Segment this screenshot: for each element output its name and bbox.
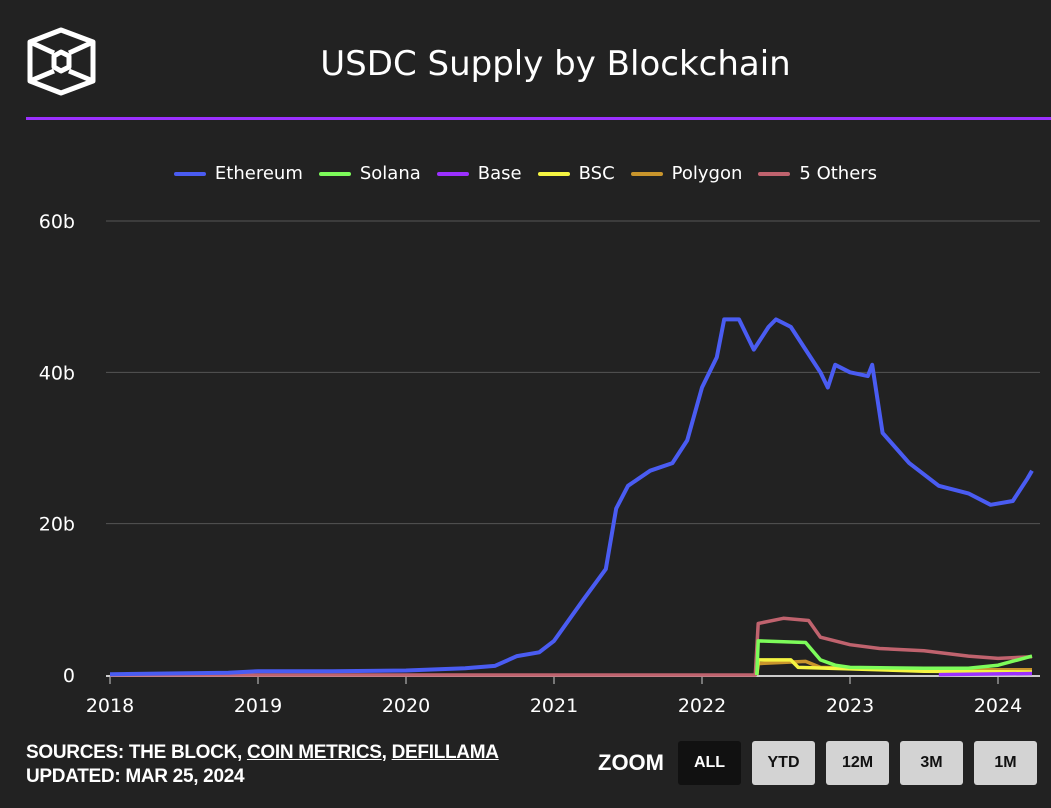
- legend-swatch: [436, 171, 469, 176]
- y-tick-label: 20b: [39, 514, 75, 536]
- legend-label: Solana: [359, 163, 421, 184]
- zoom-button-1m[interactable]: 1M: [974, 741, 1037, 785]
- x-tick-label: 2024: [974, 695, 1022, 717]
- legend-swatch: [173, 171, 206, 176]
- the-block-logo: [27, 27, 96, 96]
- footer-sources: SOURCES: THE BLOCK, COIN METRICS, DEFILL…: [26, 741, 499, 789]
- x-tick-label: 2022: [678, 695, 726, 717]
- legend-label: 5 Others: [799, 163, 878, 184]
- legend-label: Polygon: [671, 163, 743, 184]
- legend-swatch: [758, 171, 791, 176]
- legend-label: Base: [477, 163, 522, 184]
- line-chart: 0 20b 40b 60b 2018 2019 2020 2021 2022 2023 2024: [39, 211, 1040, 717]
- legend-swatch: [630, 171, 663, 176]
- legend-item-solana[interactable]: Solana: [318, 163, 421, 184]
- legend-swatch: [318, 171, 351, 176]
- legend-item-base[interactable]: Base: [436, 163, 522, 184]
- x-tick-label: 2021: [530, 695, 578, 717]
- source-link-defillama[interactable]: DEFILLAMA: [391, 742, 499, 763]
- zoom-button-all[interactable]: ALL: [678, 741, 741, 785]
- y-tick-label: 60b: [39, 211, 75, 233]
- zoom-buttons: ALL YTD 12M 3M 1M: [678, 741, 1037, 785]
- series-line-solana: [755, 639, 1033, 676]
- series-line-base: [938, 671, 1033, 677]
- series-line-ethereum: [109, 317, 1034, 677]
- separator: ,: [381, 742, 392, 763]
- zoom-button-ytd[interactable]: YTD: [752, 741, 815, 785]
- legend-label: BSC: [578, 163, 615, 184]
- x-tick-label: 2018: [86, 695, 134, 717]
- legend-item-polygon[interactable]: Polygon: [630, 163, 743, 184]
- legend-label: Ethereum: [214, 163, 303, 184]
- y-tick-label: 40b: [39, 362, 75, 384]
- x-tick-label: 2019: [234, 695, 282, 717]
- legend-item-ethereum[interactable]: Ethereum: [173, 163, 303, 184]
- x-tick-label: 2020: [382, 695, 430, 717]
- y-tick-label: 0: [63, 665, 75, 687]
- zoom-button-3m[interactable]: 3M: [900, 741, 963, 785]
- zoom-label: ZOOM: [598, 750, 664, 775]
- sources-prefix: SOURCES: THE BLOCK,: [26, 742, 247, 763]
- legend: Ethereum Solana Base BSC Polygon 5 Others: [0, 163, 1051, 184]
- legend-item-5-others[interactable]: 5 Others: [758, 163, 877, 184]
- zoom-button-12m[interactable]: 12M: [826, 741, 889, 785]
- legend-item-bsc[interactable]: BSC: [537, 163, 615, 184]
- title-divider: [26, 117, 1051, 120]
- source-link-coin-metrics[interactable]: COIN METRICS: [246, 742, 382, 763]
- legend-swatch: [537, 171, 570, 176]
- updated-date: UPDATED: MAR 25, 2024: [26, 766, 245, 787]
- x-tick-label: 2023: [826, 695, 874, 717]
- series-line-5-others: [110, 616, 1033, 677]
- chart-title: USDC Supply by Blockchain: [320, 44, 791, 84]
